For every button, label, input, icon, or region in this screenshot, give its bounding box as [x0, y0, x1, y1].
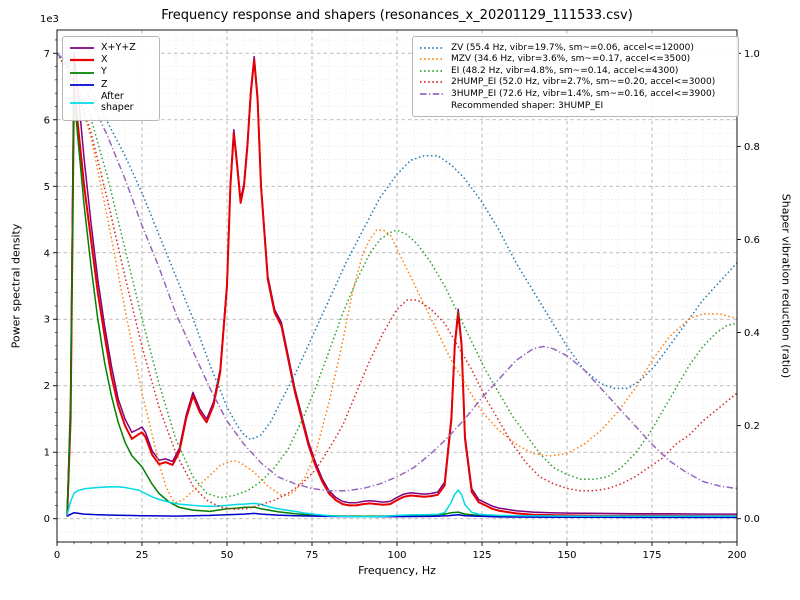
x-tick-label: 150	[557, 550, 576, 561]
legend-line-sample	[420, 81, 444, 83]
legend-item: X	[69, 53, 151, 66]
legend-label: X+Y+Z	[101, 41, 136, 53]
recommended-shaper-text: Recommended shaper: 3HUMP_EI	[451, 100, 604, 111]
legend-item: 2HUMP_EI (52.0 Hz, vibr=2.7%, sm~=0.20, …	[419, 77, 730, 87]
x-tick-label: 50	[221, 550, 234, 561]
legend-item: X+Y+Z	[69, 41, 151, 54]
legend-line-sample	[70, 47, 94, 49]
legend-line-sample	[420, 46, 444, 49]
y-axis-label-right: Shaper vibration reduction (ratio)	[779, 193, 793, 379]
y-axis-label-left: Power spectral density	[9, 223, 23, 349]
y-right-tick-label: 0.4	[744, 328, 760, 339]
y-left-tick-label: 7	[44, 49, 50, 60]
y-left-tick-label: 1	[44, 448, 50, 459]
series-group	[57, 52, 737, 519]
x-tick-label: 125	[472, 550, 491, 561]
legend-item: Z	[69, 78, 151, 91]
series-x-y-z	[66, 52, 737, 516]
x-tick-label: 200	[727, 550, 746, 561]
legend-item: Y	[69, 66, 151, 78]
x-tick-label: 100	[387, 550, 406, 561]
y-right-tick-label: 0.0	[744, 514, 760, 525]
series-x	[66, 58, 737, 518]
legend-label: After shaper	[101, 91, 134, 114]
y-axis-offset-label: 1e3	[40, 14, 59, 25]
y-right-tick-label: 0.2	[744, 421, 760, 432]
x-axis-label: Frequency, Hz	[358, 564, 436, 577]
legend-item: 3HUMP_EI (72.6 Hz, vibr=1.4%, sm~=0.16, …	[419, 89, 730, 99]
series-after	[66, 486, 737, 518]
y-left-tick-label: 2	[44, 381, 50, 392]
legend-label: X	[101, 53, 108, 65]
y-left-tick-label: 3	[44, 315, 50, 326]
y-left-tick-label: 5	[44, 182, 50, 193]
legend-label: MZV (34.6 Hz, vibr=3.6%, sm~=0.17, accel…	[451, 54, 691, 64]
chart-title: Frequency response and shapers (resonanc…	[161, 8, 633, 23]
y-left-tick-label: 0	[44, 514, 50, 525]
grid-minor	[57, 30, 737, 542]
x-tick-label: 25	[136, 550, 149, 561]
y-right-tick-label: 0.6	[744, 235, 760, 246]
legend-psd: X+Y+Z X Y Z After shaper	[62, 36, 160, 121]
legend-label: ZV (55.4 Hz, vibr=19.7%, sm~=0.06, accel…	[451, 42, 694, 53]
x-tick-label: 75	[306, 550, 319, 561]
legend-item: EI (48.2 Hz, vibr=4.8%, sm~=0.14, accel<…	[419, 66, 730, 76]
y-right-tick-label: 1.0	[744, 49, 760, 60]
series-y	[66, 92, 737, 518]
legend-item: ZV (55.4 Hz, vibr=19.7%, sm~=0.06, accel…	[419, 43, 730, 53]
legend-shapers-rows: ZV (55.4 Hz, vibr=19.7%, sm~=0.06, accel…	[419, 43, 730, 99]
legend-label: 2HUMP_EI (52.0 Hz, vibr=2.7%, sm~=0.20, …	[451, 77, 716, 87]
legend-psd-rows: X+Y+Z X Y Z After shaper	[69, 41, 151, 115]
series-ei	[57, 52, 737, 499]
legend-line-sample	[70, 71, 94, 74]
legend-label: Y	[101, 66, 107, 78]
axis-ticks: 0 25 50 75 100 125 150 175 200 0 1 2 3 4 5 6 7 0.0 0.2 0.4 0…	[44, 39, 760, 561]
legend-label: EI (48.2 Hz, vibr=4.8%, sm~=0.14, accel<…	[451, 65, 679, 76]
legend-item: MZV (34.6 Hz, vibr=3.6%, sm~=0.17, accel…	[419, 54, 730, 64]
series-z	[66, 511, 737, 519]
legend-line-sample	[420, 69, 444, 72]
series-2hump-ei	[57, 52, 737, 511]
legend-label: Z	[101, 78, 108, 90]
legend-line-sample	[70, 102, 94, 105]
x-tick-label: 175	[642, 550, 661, 561]
legend-line-sample	[70, 59, 94, 62]
legend-line-sample	[420, 58, 444, 60]
legend-line-sample	[420, 92, 444, 95]
legend-label: 3HUMP_EI (72.6 Hz, vibr=1.4%, sm~=0.16, …	[451, 88, 716, 99]
y-right-tick-label: 0.8	[744, 142, 760, 153]
legend-note-row: Recommended shaper: 3HUMP_EI	[419, 101, 730, 111]
legend-item: After shaper	[69, 91, 151, 114]
series-3hump-ei	[57, 52, 737, 492]
legend-shapers: ZV (55.4 Hz, vibr=19.7%, sm~=0.06, accel…	[412, 36, 739, 117]
y-left-tick-label: 4	[44, 248, 50, 259]
x-tick-label: 0	[54, 550, 60, 561]
y-left-tick-label: 6	[44, 115, 50, 126]
legend-line-sample	[70, 84, 94, 87]
